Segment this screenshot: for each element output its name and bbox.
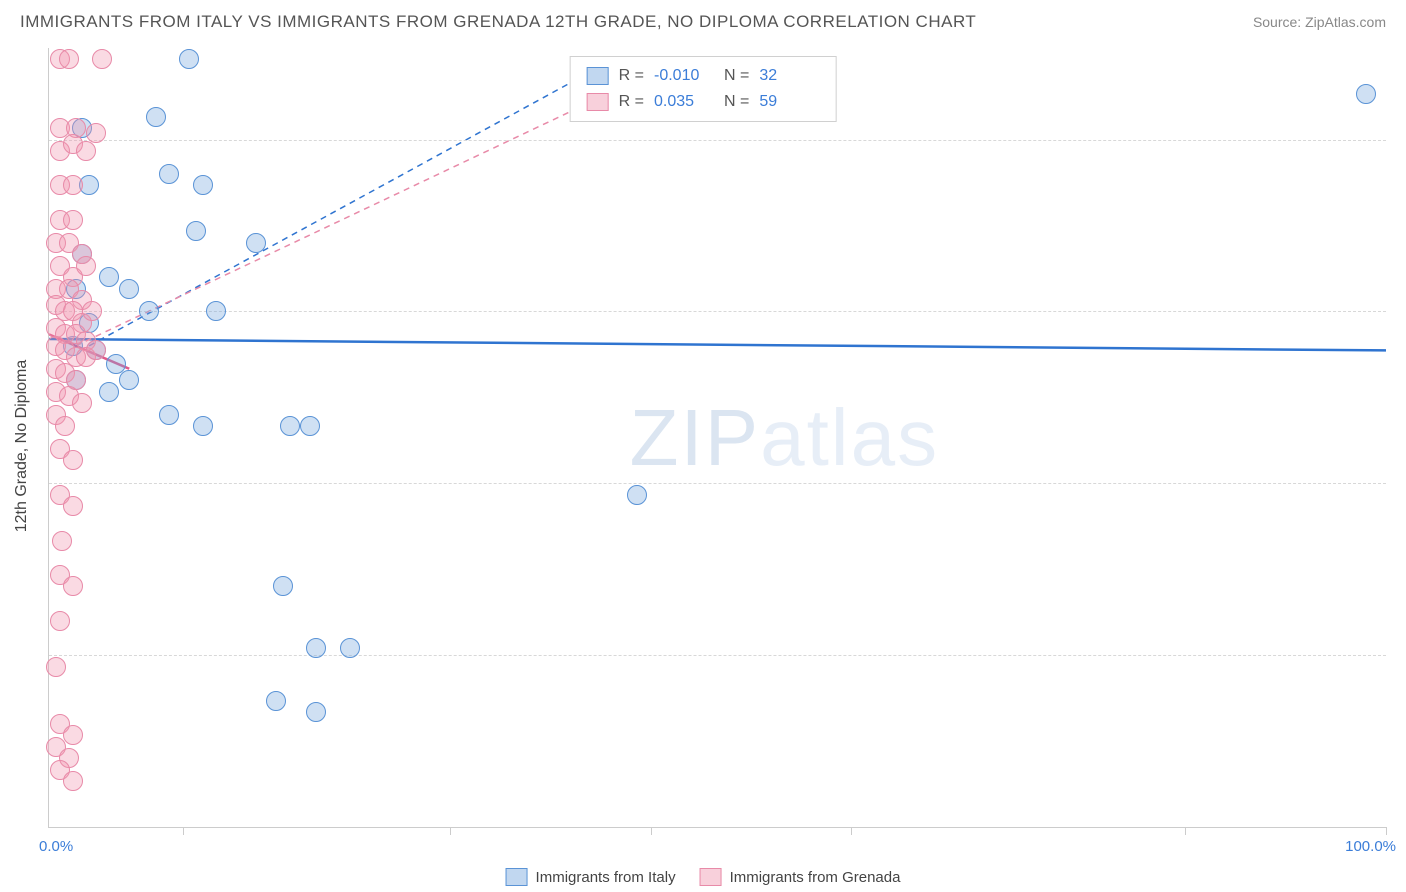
plot-area: ZIPatlas 0.0% 100.0% 77.5%85.0%92.5%100.… — [48, 48, 1386, 828]
data-point — [63, 725, 83, 745]
data-point — [99, 382, 119, 402]
x-tick — [1185, 827, 1186, 835]
data-point — [63, 576, 83, 596]
x-tick — [851, 827, 852, 835]
data-point — [627, 485, 647, 505]
data-point — [86, 123, 106, 143]
chart-overlay-svg — [49, 48, 1386, 827]
legend-swatch — [587, 93, 609, 111]
chart-title: IMMIGRANTS FROM ITALY VS IMMIGRANTS FROM… — [20, 12, 976, 32]
legend-r-label: R = — [619, 63, 644, 89]
data-point — [72, 393, 92, 413]
watermark-light: atlas — [760, 393, 939, 482]
data-point — [193, 175, 213, 195]
x-tick — [450, 827, 451, 835]
data-point — [306, 702, 326, 722]
data-point — [266, 691, 286, 711]
data-point — [92, 49, 112, 69]
legend-r-value: 0.035 — [654, 89, 714, 115]
data-point — [63, 771, 83, 791]
data-point — [340, 638, 360, 658]
data-point — [139, 301, 159, 321]
y-tick-label: 85.0% — [1396, 475, 1406, 492]
data-point — [246, 233, 266, 253]
data-point — [159, 405, 179, 425]
data-point — [273, 576, 293, 596]
data-point — [99, 267, 119, 287]
x-max-label: 100.0% — [1345, 838, 1396, 855]
data-point — [206, 301, 226, 321]
watermark-bold: ZIP — [630, 393, 760, 482]
gridline-h — [49, 140, 1386, 141]
x-min-label: 0.0% — [39, 838, 73, 855]
data-point — [63, 496, 83, 516]
data-point — [55, 416, 75, 436]
legend-top-row: R = 0.035 N = 59 — [587, 89, 820, 115]
legend-r-value: -0.010 — [654, 63, 714, 89]
data-point — [1356, 84, 1376, 104]
legend-bottom: Immigrants from Italy Immigrants from Gre… — [506, 868, 901, 886]
y-tick-label: 77.5% — [1396, 647, 1406, 664]
data-point — [50, 611, 70, 631]
data-point — [52, 531, 72, 551]
data-point — [300, 416, 320, 436]
gridline-h — [49, 483, 1386, 484]
source-label: Source: ZipAtlas.com — [1253, 14, 1386, 30]
legend-swatch — [587, 67, 609, 85]
data-point — [179, 49, 199, 69]
data-point — [63, 210, 83, 230]
data-point — [159, 164, 179, 184]
data-point — [119, 279, 139, 299]
y-tick-label: 100.0% — [1396, 131, 1406, 148]
data-point — [82, 301, 102, 321]
data-point — [63, 450, 83, 470]
legend-n-label: N = — [724, 89, 749, 115]
legend-series-label: Immigrants from Grenada — [730, 869, 901, 886]
watermark: ZIPatlas — [630, 392, 939, 484]
data-point — [63, 175, 83, 195]
data-point — [119, 370, 139, 390]
y-tick-label: 92.5% — [1396, 303, 1406, 320]
legend-swatch — [700, 868, 722, 886]
legend-bottom-item: Immigrants from Italy — [506, 868, 676, 886]
data-point — [186, 221, 206, 241]
data-point — [146, 107, 166, 127]
legend-n-value: 32 — [759, 63, 819, 89]
gridline-h — [49, 655, 1386, 656]
legend-top: R = -0.010 N = 32 R = 0.035 N = 59 — [570, 56, 837, 122]
legend-n-label: N = — [724, 63, 749, 89]
legend-top-row: R = -0.010 N = 32 — [587, 63, 820, 89]
data-point — [76, 256, 96, 276]
x-tick — [651, 827, 652, 835]
x-tick — [1386, 827, 1387, 835]
data-point — [306, 638, 326, 658]
data-point — [280, 416, 300, 436]
data-point — [76, 141, 96, 161]
legend-bottom-item: Immigrants from Grenada — [700, 868, 901, 886]
legend-series-label: Immigrants from Italy — [536, 869, 676, 886]
data-point — [59, 49, 79, 69]
y-axis-label: 12th Grade, No Diploma — [13, 360, 31, 533]
gridline-h — [49, 311, 1386, 312]
x-tick — [183, 827, 184, 835]
legend-swatch — [506, 868, 528, 886]
legend-n-value: 59 — [759, 89, 819, 115]
data-point — [46, 657, 66, 677]
data-point — [86, 340, 106, 360]
legend-r-label: R = — [619, 89, 644, 115]
data-point — [193, 416, 213, 436]
